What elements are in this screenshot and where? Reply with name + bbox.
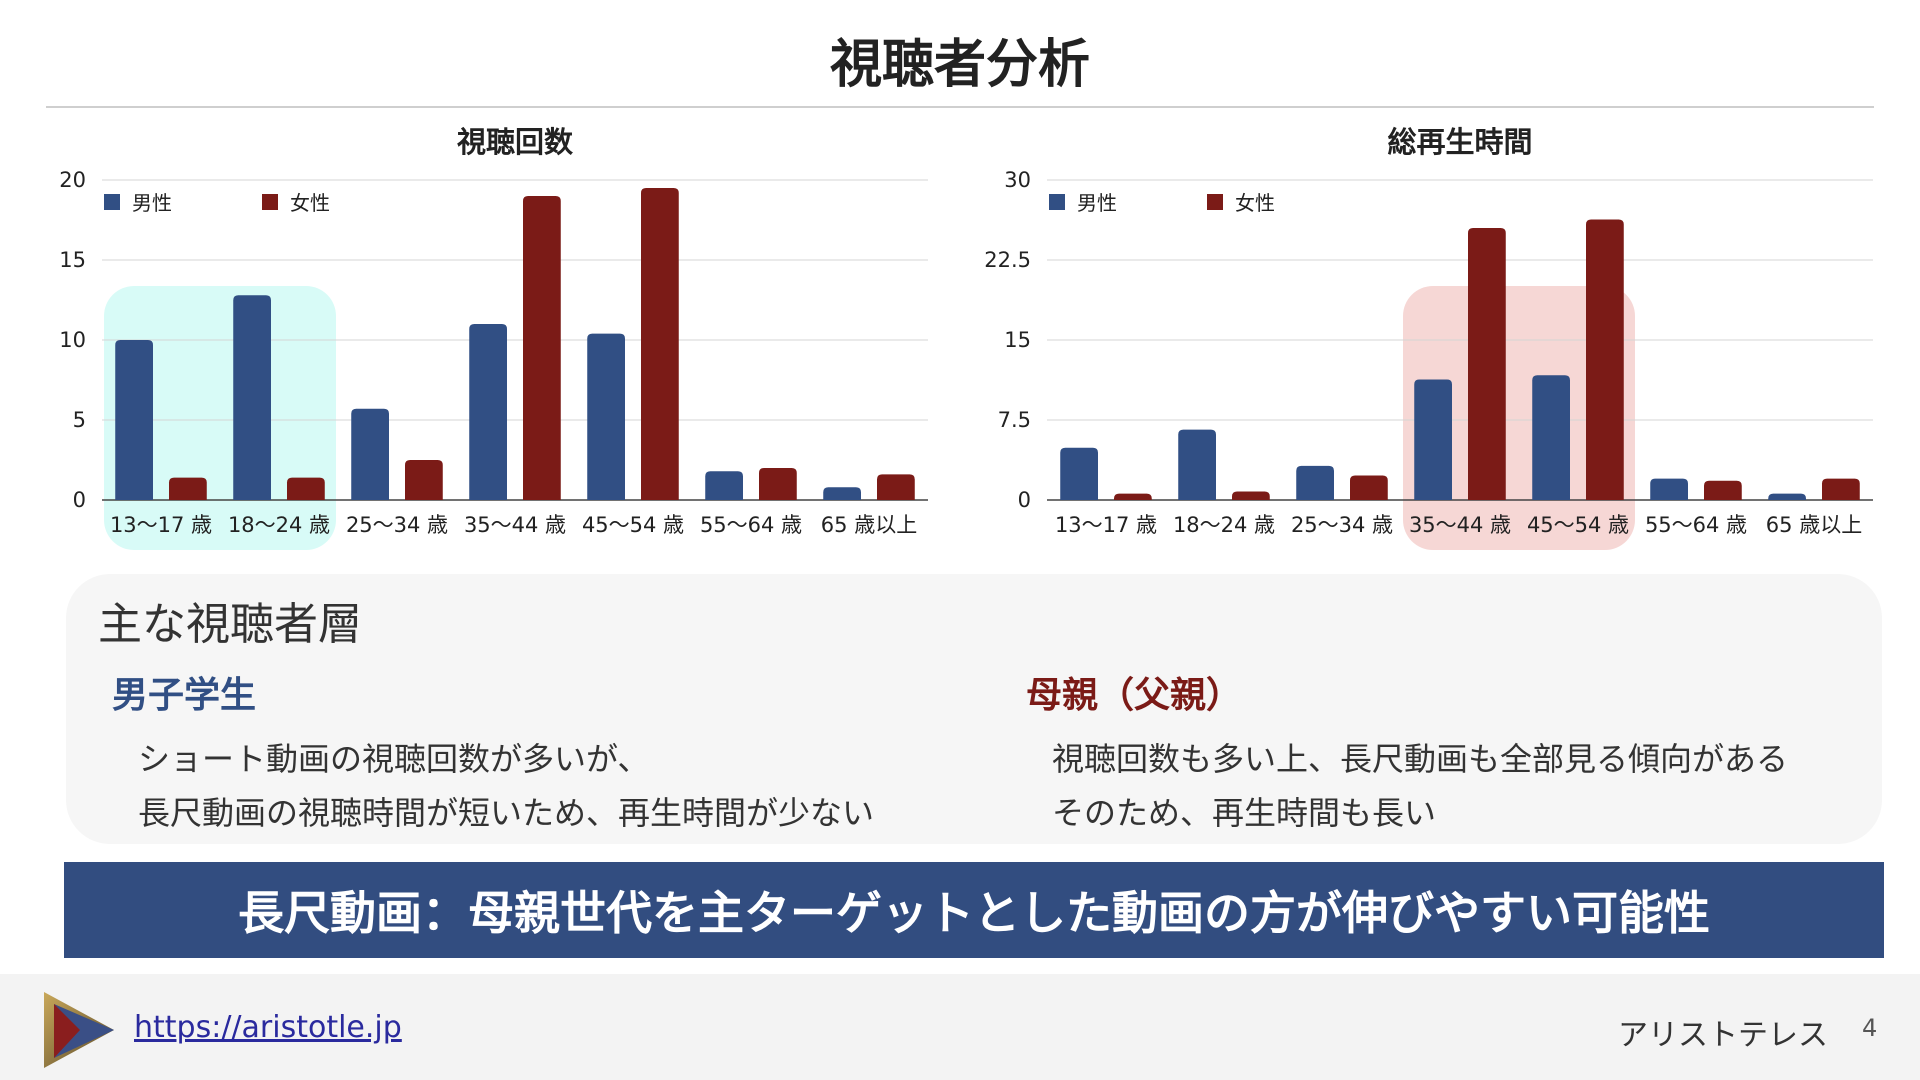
bar-male	[1768, 493, 1806, 500]
legend-swatch-female	[262, 194, 278, 210]
x-tick-label: 25〜34 歳	[346, 513, 448, 537]
segment-title: 母親（父親）	[1026, 675, 1243, 716]
x-tick-label: 18〜24 歳	[1173, 513, 1275, 537]
bar-female	[1586, 219, 1624, 500]
legend-label-male: 男性	[132, 191, 172, 215]
chart-view-count: 視聴回数 0 5 10 15 20 13〜17 歳 18〜24 歳 25〜34 歳 35〜44 歳…	[40, 112, 940, 562]
y-tick-label: 0	[1018, 488, 1031, 512]
bar-male	[705, 471, 743, 500]
segment-line: 視聴回数も多い上、長尺動画も全部見る傾向がある	[1052, 740, 1789, 778]
y-tick-label: 20	[59, 168, 86, 192]
website-link[interactable]: https://aristotle.jp	[134, 1010, 402, 1045]
segment-male-students: 男子学生 ショート動画の視聴回数が多いが、 長尺動画の視聴時間が短いため、再生時…	[112, 666, 874, 840]
summary-heading: 主な視聴者層	[98, 599, 362, 650]
bar-female	[1114, 493, 1152, 500]
bar-male	[587, 333, 625, 500]
x-tick-label: 18〜24 歳	[228, 513, 330, 537]
x-tick-label: 55〜64 歳	[1645, 513, 1747, 537]
y-tick-label: 10	[59, 328, 86, 352]
title-divider	[46, 106, 1874, 108]
bar-male	[233, 295, 271, 500]
page-title: 視聴者分析	[829, 35, 1090, 95]
bar-male	[469, 324, 507, 500]
x-tick-label: 13〜17 歳	[110, 513, 212, 537]
x-tick-label: 45〜54 歳	[1527, 513, 1629, 537]
audience-summary-panel: 主な視聴者層 男子学生 ショート動画の視聴回数が多いが、 長尺動画の視聴時間が短…	[66, 574, 1882, 844]
conclusion-banner: 長尺動画：母親世代を主ターゲットとした動画の方が伸びやすい可能性	[64, 862, 1884, 958]
y-tick-label: 0	[73, 488, 86, 512]
bar-female	[1704, 480, 1742, 500]
segment-line: 長尺動画の視聴時間が短いため、再生時間が少ない	[138, 794, 875, 832]
bar-male	[1532, 375, 1570, 500]
bar-female	[641, 188, 679, 500]
page-number: 4	[1862, 1014, 1878, 1042]
logo-icon	[40, 988, 118, 1076]
segment-line: そのため、再生時間も長い	[1052, 794, 1437, 832]
bar-male	[351, 408, 389, 500]
legend-swatch-male	[104, 194, 120, 210]
chart-svg: 総再生時間 0 7.5 15 22.5 30 13〜17 歳 18〜24 歳 25〜34 歳 35…	[985, 125, 1873, 550]
chart-title: 総再生時間	[1387, 125, 1532, 159]
y-tick-label: 5	[73, 408, 86, 432]
bar-female	[759, 468, 797, 500]
bar-male	[1060, 447, 1098, 500]
bar-female	[1232, 491, 1270, 500]
bar-male	[1296, 465, 1334, 500]
footer: https://aristotle.jp アリストテレス 4	[0, 974, 1920, 1080]
y-tick-label: 15	[59, 248, 86, 272]
chart-svg: 視聴回数 0 5 10 15 20 13〜17 歳 18〜24 歳 25〜34 歳 35〜44 歳…	[59, 125, 928, 550]
highlight-region	[1403, 286, 1635, 550]
bar-male	[1650, 478, 1688, 500]
bar-male	[1178, 429, 1216, 500]
bar-female	[287, 477, 325, 500]
legend-label-male: 男性	[1077, 191, 1117, 215]
legend-swatch-male	[1049, 194, 1065, 210]
x-tick-label: 13〜17 歳	[1055, 513, 1157, 537]
bar-female	[1350, 475, 1388, 500]
bar-female	[1468, 228, 1506, 500]
bar-male	[115, 340, 153, 500]
segment-line: ショート動画の視聴回数が多いが、	[138, 740, 650, 778]
bar-female	[877, 474, 915, 500]
y-tick-label: 22.5	[985, 248, 1031, 272]
y-tick-label: 30	[1004, 168, 1031, 192]
x-tick-label: 25〜34 歳	[1291, 513, 1393, 537]
x-tick-label: 55〜64 歳	[700, 513, 802, 537]
x-tick-label: 35〜44 歳	[464, 513, 566, 537]
segment-mothers: 母親（父親） 視聴回数も多い上、長尺動画も全部見る傾向がある そのため、再生時間…	[1026, 666, 1788, 840]
legend-label-female: 女性	[1235, 191, 1275, 215]
x-tick-label: 35〜44 歳	[1409, 513, 1511, 537]
legend-swatch-female	[1207, 194, 1223, 210]
segment-title: 男子学生	[112, 675, 257, 716]
x-tick-label: 65 歳以上	[1766, 513, 1862, 537]
highlight-region	[104, 286, 336, 550]
chart-total-playtime: 総再生時間 0 7.5 15 22.5 30 13〜17 歳 18〜24 歳 25〜34 歳 35…	[985, 112, 1885, 562]
legend-label-female: 女性	[290, 191, 330, 215]
y-tick-label: 15	[1004, 328, 1031, 352]
bar-female	[405, 460, 443, 500]
bar-female	[169, 477, 207, 500]
x-tick-label: 45〜54 歳	[582, 513, 684, 537]
bar-female	[523, 196, 561, 500]
x-tick-label: 65 歳以上	[821, 513, 917, 537]
y-tick-label: 7.5	[998, 408, 1031, 432]
bar-female	[1822, 478, 1860, 500]
brand-name: アリストテレス	[1618, 1018, 1828, 1053]
chart-title: 視聴回数	[457, 125, 574, 159]
bar-male	[1414, 379, 1452, 500]
bar-male	[823, 487, 861, 500]
